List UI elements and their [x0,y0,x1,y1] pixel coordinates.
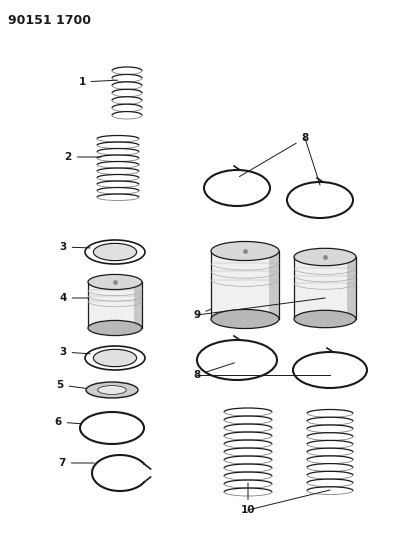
Text: 3: 3 [59,347,90,357]
Text: 8: 8 [193,363,234,380]
Text: 8: 8 [239,133,309,176]
Ellipse shape [94,244,137,261]
Ellipse shape [294,310,356,328]
Ellipse shape [88,320,142,336]
Text: 3: 3 [59,242,90,252]
Bar [347,257,356,319]
Bar [211,251,279,319]
Text: 2: 2 [64,152,101,162]
Text: 1: 1 [78,77,117,87]
Text: 90151 1700: 90151 1700 [8,14,91,27]
Ellipse shape [94,349,137,367]
Bar [88,282,142,328]
Bar [294,257,356,319]
Text: 6: 6 [54,417,81,427]
Text: 7: 7 [58,458,94,468]
Text: 5: 5 [56,380,88,390]
Text: 4: 4 [59,293,90,303]
Ellipse shape [211,310,279,328]
Ellipse shape [86,382,138,398]
Bar [134,282,142,328]
Ellipse shape [98,385,126,394]
Ellipse shape [294,248,356,265]
Text: 9: 9 [193,296,242,320]
Bar [269,251,279,319]
Text: 10: 10 [241,483,255,515]
Ellipse shape [211,241,279,261]
Ellipse shape [88,274,142,289]
